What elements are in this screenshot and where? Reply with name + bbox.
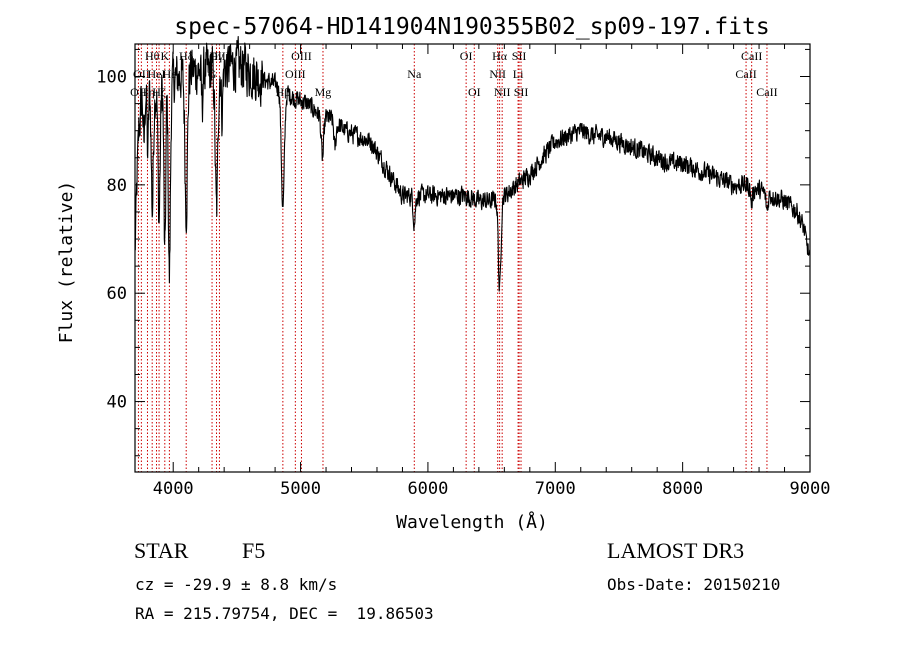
y-axis-label: Flux (relative) bbox=[56, 181, 77, 344]
line-label-21: NII bbox=[494, 85, 511, 99]
line-label-4: HeI bbox=[148, 67, 166, 81]
line-label-23: SII bbox=[512, 49, 527, 63]
line-label-11: OIII bbox=[209, 49, 230, 63]
x-tick-label-5: 9000 bbox=[790, 479, 831, 499]
y-tick-label-0: 40 bbox=[107, 393, 127, 413]
line-label-13: OIII bbox=[285, 67, 306, 81]
spectral-line-markers: OIIOIIHηHθHeIHζKHεHδGHγOIIIHβOIIIOIIIMgN… bbox=[130, 44, 778, 472]
x-axis-label: Wavelength (Å) bbox=[396, 511, 548, 533]
x-tick-label-0: 4000 bbox=[153, 479, 194, 499]
line-label-19: NII bbox=[489, 67, 506, 81]
sky-coordinates: RA = 215.79754, DEC = 19.86503 bbox=[135, 604, 434, 623]
line-label-20: Hα bbox=[492, 49, 508, 63]
y-tick-label-1: 60 bbox=[107, 284, 127, 304]
line-label-6: K bbox=[160, 49, 169, 63]
line-label-17: OI bbox=[460, 49, 473, 63]
spectrum-series bbox=[134, 35, 811, 292]
observation-date: Obs-Date: 20150210 bbox=[607, 575, 781, 594]
line-label-26: CaII bbox=[741, 49, 762, 63]
x-tick-label-3: 7000 bbox=[535, 479, 576, 499]
line-label-5: Hζ bbox=[152, 85, 166, 99]
line-label-18: OI bbox=[468, 85, 481, 99]
x-tick-label-2: 6000 bbox=[407, 479, 448, 499]
chart-title: spec-57064-HD141904N190355B02_sp09-197.f… bbox=[174, 14, 769, 40]
x-tick-label-1: 5000 bbox=[280, 479, 321, 499]
line-label-1: OII bbox=[133, 67, 150, 81]
y-tick-label-2: 80 bbox=[107, 176, 127, 196]
x-tick-label-4: 8000 bbox=[662, 479, 703, 499]
plot-frame bbox=[134, 43, 811, 473]
radial-velocity: cz = -29.9 ± 8.8 km/s bbox=[135, 575, 338, 594]
survey-name: LAMOST DR3 bbox=[607, 538, 745, 563]
y-tick-label-3: 100 bbox=[96, 68, 127, 88]
line-label-25: CaII bbox=[735, 67, 756, 81]
line-label-14: OIII bbox=[291, 49, 312, 63]
line-label-9: G bbox=[208, 67, 217, 81]
line-label-15: Mg bbox=[315, 85, 332, 99]
line-label-7: Hε bbox=[163, 67, 177, 81]
line-label-2: Hη bbox=[140, 85, 155, 99]
line-label-22: Li bbox=[513, 67, 524, 81]
line-label-3: Hθ bbox=[145, 49, 160, 63]
line-label-27: CaII bbox=[756, 85, 777, 99]
spectrum-line bbox=[134, 35, 811, 292]
object-class: STAR bbox=[134, 538, 189, 563]
object-subclass: F5 bbox=[242, 538, 266, 563]
line-label-16: Na bbox=[407, 67, 422, 81]
axes: 4000 5000 6000 7000 8000 9000 40 60 80 100 bbox=[96, 43, 831, 499]
line-label-24: SII bbox=[514, 85, 529, 99]
